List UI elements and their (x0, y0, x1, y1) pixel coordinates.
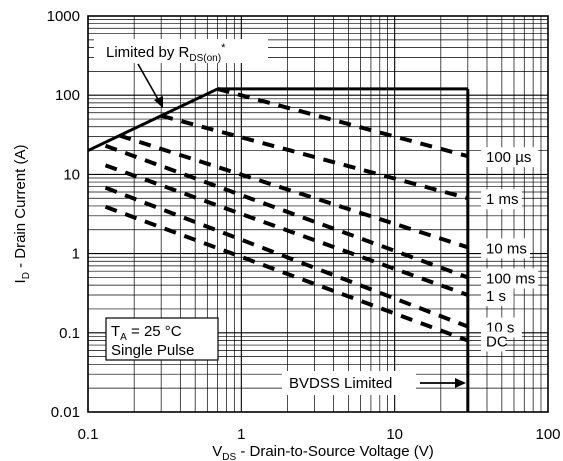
x-tick-label: 10 (386, 426, 403, 443)
y-tick-label: 100 (55, 87, 80, 104)
rdson-arrowhead (154, 96, 163, 108)
y-axis-title: ID - Drain Current (A) (12, 145, 32, 284)
x-tick-label: 0.1 (78, 426, 99, 443)
series-line-100-us (217, 86, 469, 159)
y-tick-label: 10 (63, 166, 80, 183)
series-label-bg (481, 238, 530, 259)
y-tick-label: 1000 (47, 8, 80, 25)
series-label-1-s: 1 s (486, 288, 506, 305)
series-label-bg (481, 268, 539, 289)
series-label-100-ms: 100 ms (486, 270, 535, 287)
ta-main: T (111, 323, 120, 340)
plot-frame (87, 15, 549, 413)
series-line-1-s (104, 163, 469, 297)
bvdss-annotation: BVDSS Limited (282, 371, 466, 395)
svg-text:Limited by RDS(on)*: Limited by RDS(on)* (106, 42, 226, 64)
y-tick-label: 0.01 (51, 404, 80, 421)
series-line-100-ms (104, 143, 469, 280)
x-tick-label: 1 (237, 426, 245, 443)
series-label-100-us: 100 µs (486, 149, 531, 166)
series-label-bg (481, 189, 522, 210)
bvdss-arrowhead (455, 378, 466, 388)
series-label-bg (481, 331, 506, 352)
rdson-limit-line (87, 87, 219, 152)
rdson-label-text: Limited by R (106, 44, 190, 61)
ta-rest: = 25 °C (127, 323, 182, 340)
tick-labels: 0.1 1 10 100 0.01 0.1 1 10 100 1000 (47, 8, 561, 443)
rdson-label-sup: * (221, 42, 226, 54)
x-tick-label: 100 (535, 426, 560, 443)
series-lines (104, 86, 469, 343)
x-axis-title: VDS - Drain-to-Source Voltage (V) (212, 443, 434, 461)
conditions-box: TA = 25 °C Single Pulse (105, 317, 219, 361)
rdson-annotation: Limited by RDS(on)* (94, 39, 268, 108)
single-pulse-label: Single Pulse (111, 342, 194, 359)
series-label-1-ms: 1 ms (486, 191, 519, 208)
series-line-10-ms (118, 133, 469, 250)
rdson-label-sub: DS(on) (189, 53, 221, 64)
bvdss-label: BVDSS Limited (289, 375, 392, 392)
limit-lines (87, 87, 470, 412)
series-label-bg (481, 147, 539, 168)
ta-sub: A (120, 332, 127, 343)
grid (87, 16, 548, 413)
series-label-dc: DC (486, 333, 508, 350)
y-tick-label: 0.1 (59, 325, 80, 342)
svg-text:TA = 25 °C: TA = 25 °C (111, 323, 182, 343)
rdson-arrow-line (137, 63, 160, 102)
series-line-10-s (104, 185, 469, 329)
series-label-bg (481, 286, 514, 307)
series-line-1-ms (160, 113, 469, 201)
series-line-dc (104, 204, 469, 343)
series-label-10-ms: 10 ms (486, 240, 527, 257)
y-tick-label: 1 (72, 246, 80, 263)
